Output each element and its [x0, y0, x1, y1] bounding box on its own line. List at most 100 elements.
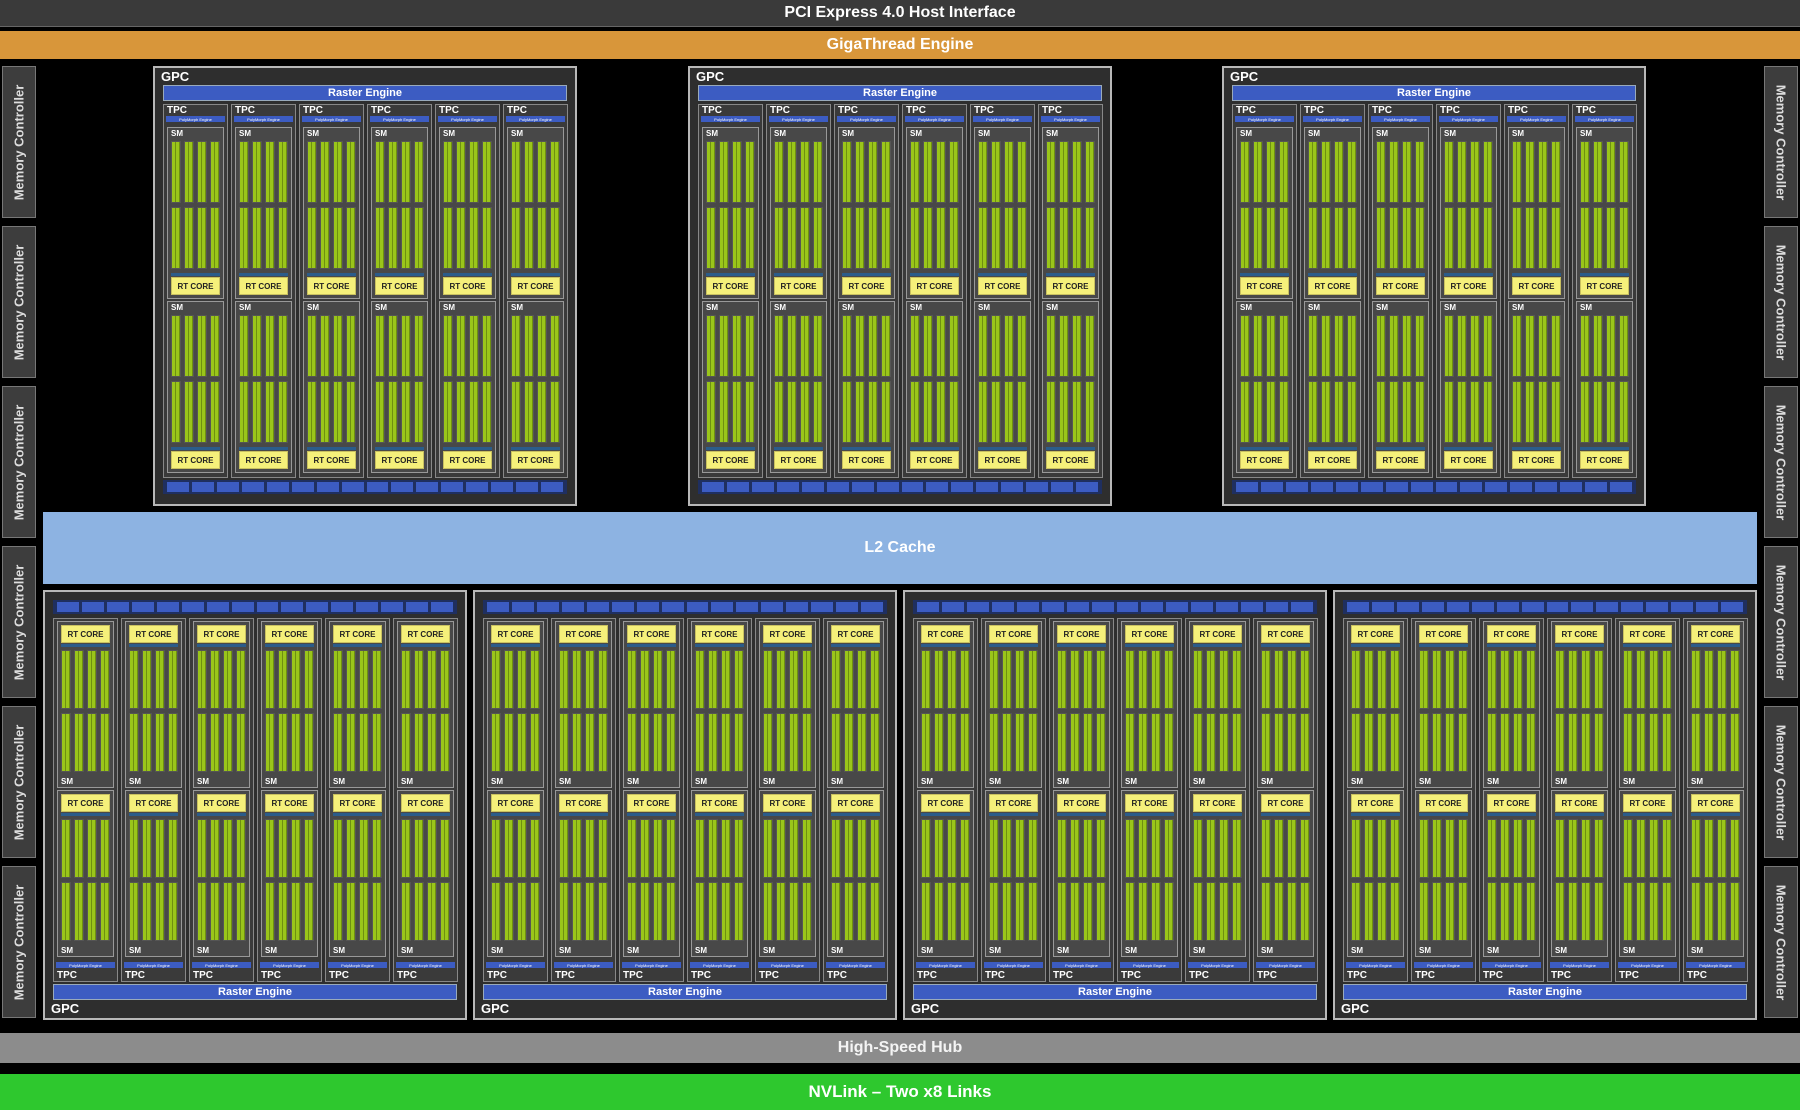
rt-core: RT CORE: [1193, 794, 1242, 812]
cuda-core-group: [1623, 819, 1672, 878]
cuda-core: [1444, 315, 1454, 377]
rt-core: RT CORE: [1261, 794, 1310, 812]
strip-cell: [876, 482, 899, 492]
sm-block: SM RT CORE: [1042, 127, 1099, 299]
strip-cell: [1610, 482, 1632, 492]
cuda-core: [1623, 819, 1633, 878]
cuda-core: [1028, 819, 1038, 878]
cuda-core: [640, 819, 650, 878]
cuda-core: [1606, 315, 1616, 377]
cuda-core: [695, 882, 705, 941]
cuda-core-group: [1512, 207, 1561, 269]
cuda-core-group: [627, 713, 676, 772]
cuda-core-group: [1691, 882, 1740, 941]
cuda-core-group: [375, 381, 424, 443]
cuda-core: [1072, 141, 1082, 203]
cuda-core: [1457, 381, 1467, 443]
cuda-core: [537, 315, 547, 377]
rt-core: RT CORE: [1512, 277, 1561, 295]
sm-label: SM: [1046, 303, 1058, 312]
raster-engine: Raster Engine: [1232, 85, 1636, 101]
cuda-core: [375, 207, 385, 269]
cuda-core: [1059, 207, 1069, 269]
raster-engine: Raster Engine: [53, 984, 457, 1000]
sm-label: SM: [842, 303, 854, 312]
cuda-core: [524, 141, 534, 203]
cuda-core: [524, 207, 534, 269]
tpc: TPC PolyMorph Engine SM RT CORE SM RT CORE: [687, 618, 752, 982]
cuda-core-group: [1580, 315, 1629, 377]
sm-label: SM: [307, 129, 319, 138]
sm-bus: [1376, 447, 1425, 450]
cuda-core: [800, 315, 810, 377]
tpc: TPC PolyMorph Engine SM RT CORE SM RT CORE: [189, 618, 254, 982]
strip-cell: [81, 602, 104, 612]
strip-cell: [1496, 602, 1519, 612]
polymorph-engine: PolyMorph Engine: [438, 116, 497, 122]
cuda-core: [1279, 315, 1289, 377]
cuda-core-group: [1261, 650, 1310, 709]
gpc: GPC Raster Engine TPC PolyMorph Engine SM RT …: [903, 590, 1327, 1020]
cuda-core-group: [265, 882, 314, 941]
cuda-core: [265, 882, 275, 941]
sm-label: SM: [989, 777, 1001, 786]
cuda-core: [1085, 141, 1095, 203]
cuda-core: [1512, 315, 1522, 377]
cuda-core: [197, 381, 207, 443]
gpc: GPC Raster Engine TPC PolyMorph Engine SM RT …: [43, 590, 467, 1020]
cuda-core: [1525, 381, 1535, 443]
polymorph-engine: PolyMorph Engine: [234, 116, 293, 122]
cuda-core: [372, 650, 382, 709]
sm-block: SM RT CORE: [1551, 621, 1608, 788]
cuda-core: [934, 819, 944, 878]
memory-controller: Memory Controller: [2, 706, 36, 858]
rt-core: RT CORE: [695, 625, 744, 643]
cuda-core: [1483, 141, 1493, 203]
sm-bus: [1444, 447, 1493, 450]
sm-block: SM RT CORE: [125, 790, 182, 957]
tpc-label: TPC: [623, 970, 643, 981]
cuda-core-group: [627, 650, 676, 709]
polymorph-engine: PolyMorph Engine: [622, 962, 681, 968]
polymorph-engine: PolyMorph Engine: [486, 962, 545, 968]
sm-label: SM: [1376, 129, 1388, 138]
sm-block: SM RT CORE: [759, 621, 816, 788]
memory-controller: Memory Controller: [1764, 226, 1798, 378]
sm-block: SM RT CORE: [623, 621, 680, 788]
polymorph-engine: PolyMorph Engine: [1618, 962, 1677, 968]
polymorph-engine: PolyMorph Engine: [826, 962, 885, 968]
sm-block: SM RT CORE: [371, 127, 428, 299]
cuda-core: [844, 882, 854, 941]
cuda-core: [934, 713, 944, 772]
sm-block: SM RT CORE: [1189, 790, 1246, 957]
rt-core: RT CORE: [978, 277, 1027, 295]
sm-block: SM RT CORE: [303, 127, 360, 299]
cuda-core: [1232, 713, 1242, 772]
sm-label: SM: [695, 946, 707, 955]
rt-core: RT CORE: [1261, 625, 1310, 643]
tpc-label: TPC: [1415, 970, 1435, 981]
strip-cell: [191, 482, 214, 492]
cuda-core: [1458, 882, 1468, 941]
sm-label: SM: [1512, 129, 1524, 138]
cuda-core-group: [1376, 315, 1425, 377]
sm-block: SM RT CORE: [1053, 621, 1110, 788]
cuda-core-group: [559, 882, 608, 941]
strip-cell: [1076, 482, 1098, 492]
rt-core: RT CORE: [1691, 794, 1740, 812]
sm-bus: [1125, 813, 1174, 816]
strip-cell: [1621, 602, 1644, 612]
sm-bus: [1555, 813, 1604, 816]
cuda-core: [708, 713, 718, 772]
cuda-core: [278, 315, 288, 377]
sm-label: SM: [1487, 777, 1499, 786]
cuda-core: [572, 650, 582, 709]
polymorph-engine: PolyMorph Engine: [1041, 116, 1100, 122]
cuda-core: [291, 819, 301, 878]
rt-core: RT CORE: [1444, 451, 1493, 469]
cuda-core: [1308, 315, 1318, 377]
tpc: TPC PolyMorph Engine SM RT CORE SM RT CORE: [1479, 618, 1544, 982]
tpc-label: TPC: [1189, 970, 1209, 981]
strip-cell: [1646, 602, 1669, 612]
cuda-core: [1513, 713, 1523, 772]
